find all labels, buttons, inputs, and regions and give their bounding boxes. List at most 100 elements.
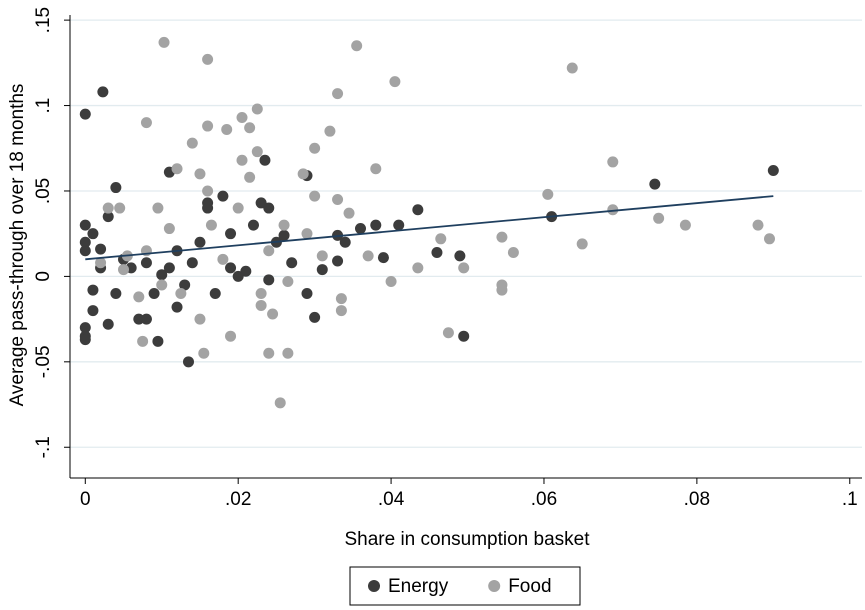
point [309,190,321,202]
legend-label: Energy [388,576,449,597]
point [607,204,619,216]
point [133,313,145,325]
x-tick-label: .08 [684,489,710,510]
point [225,228,237,240]
point [335,293,347,305]
point [278,219,290,231]
y-tick-label: .05 [33,178,54,204]
point [442,327,454,339]
point [140,117,152,129]
point [767,164,779,176]
point [389,76,401,88]
point [79,334,91,346]
point [278,229,290,241]
point [205,219,217,231]
point [309,142,321,154]
point [435,233,447,245]
point [110,182,122,194]
point [496,231,508,243]
point [274,397,286,409]
point [194,236,206,248]
point [163,262,175,274]
point [102,211,114,223]
point [263,245,275,257]
point [301,228,313,240]
point [335,305,347,317]
point [458,262,470,274]
point [171,301,183,313]
point [137,335,149,347]
y-axis-title: Average pass-through over 18 months [7,84,28,407]
point [225,330,237,342]
point [79,322,91,334]
point [412,204,424,216]
point [362,250,374,262]
point [244,171,256,183]
point [95,243,107,255]
point [286,257,298,269]
y-tick-label: 0 [33,271,54,282]
point [95,257,107,269]
point [507,246,519,258]
x-tick-label: .06 [531,489,557,510]
y-tick-label: .15 [33,7,54,33]
point [217,190,229,202]
point [282,347,294,359]
y-tick-label: -.1 [33,436,54,458]
point [225,262,237,274]
point [255,287,267,299]
point [133,291,145,303]
point [247,219,259,231]
point [653,212,665,224]
x-tick-label: .02 [225,489,251,510]
point [393,219,405,231]
point [351,40,363,52]
point [240,265,252,277]
point [458,330,470,342]
point [198,347,210,359]
point [316,264,328,276]
point [209,287,221,299]
point [221,123,233,135]
point [496,284,508,296]
point [297,168,309,180]
point [412,262,424,274]
point [752,219,764,231]
point [236,112,248,124]
x-tick-label: 0 [80,489,91,510]
point [175,287,187,299]
point [431,246,443,258]
point [179,279,191,291]
point [355,223,367,235]
point [148,287,160,299]
point [324,125,336,137]
point [87,305,99,317]
point [87,284,99,296]
point [182,356,194,368]
point [339,236,351,248]
point [385,276,397,288]
legend-label: Food [508,576,551,597]
point [263,274,275,286]
point [152,335,164,347]
point [370,219,382,231]
point [156,269,168,281]
point [255,299,267,311]
point [202,197,214,209]
point [282,276,294,288]
point [140,313,152,325]
point [576,238,588,250]
point [110,287,122,299]
x-axis-title: Share in consumption basket [344,529,590,550]
point [236,154,248,166]
x-tick-label: .04 [378,489,405,510]
point [542,188,554,200]
point [171,163,183,175]
point [332,88,344,100]
point [202,53,214,65]
point [244,122,256,134]
point [454,250,466,262]
point [87,228,99,240]
point [679,219,691,231]
point [102,318,114,330]
